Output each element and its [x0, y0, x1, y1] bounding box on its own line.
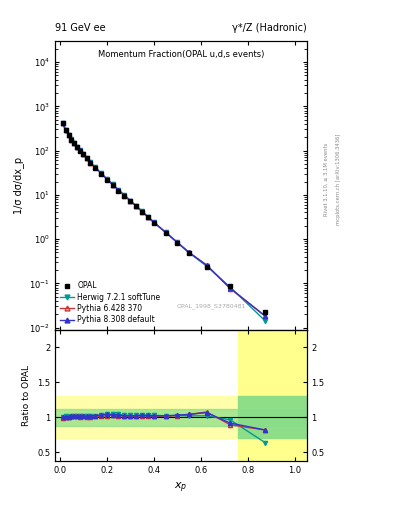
Text: Momentum Fraction(OPAL u,d,s events): Momentum Fraction(OPAL u,d,s events): [97, 50, 264, 58]
Y-axis label: 1/σ dσ/dx_p: 1/σ dσ/dx_p: [13, 157, 24, 214]
Text: γ*/Z (Hadronic): γ*/Z (Hadronic): [232, 23, 307, 33]
Legend: OPAL, Herwig 7.2.1 softTune, Pythia 6.428 370, Pythia 8.308 default: OPAL, Herwig 7.2.1 softTune, Pythia 6.42…: [59, 280, 162, 326]
Bar: [239, 312, 307, 487]
Bar: [55, 396, 307, 438]
Text: mcplots.cern.ch [arXiv:1306.3436]: mcplots.cern.ch [arXiv:1306.3436]: [336, 134, 341, 225]
X-axis label: $x_p$: $x_p$: [174, 480, 187, 495]
Text: 91 GeV ee: 91 GeV ee: [55, 23, 106, 33]
Y-axis label: Ratio to OPAL: Ratio to OPAL: [22, 365, 31, 425]
Bar: [239, 396, 307, 438]
Text: Rivet 3.1.10, ≥ 3.1M events: Rivet 3.1.10, ≥ 3.1M events: [324, 142, 329, 216]
Bar: [55, 409, 307, 426]
Text: OPAL_1998_S3780481: OPAL_1998_S3780481: [176, 304, 246, 309]
